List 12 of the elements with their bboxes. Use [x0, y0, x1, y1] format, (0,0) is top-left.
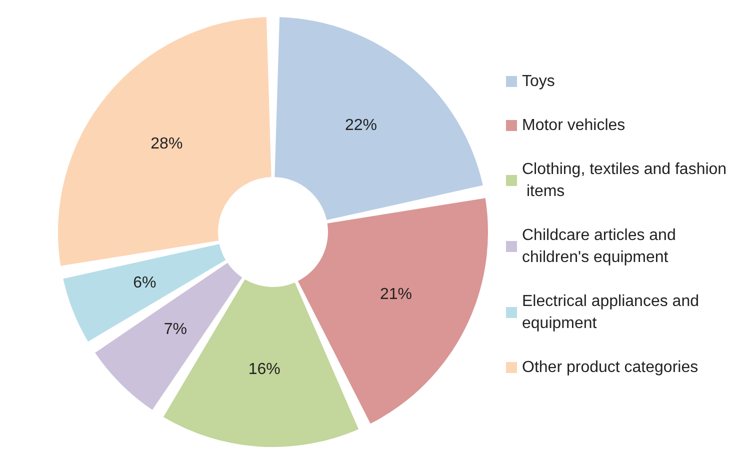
data-label: 6% [133, 274, 156, 292]
data-label: 7% [164, 321, 187, 338]
legend-label: Other product categories [522, 359, 698, 376]
legend-label: Electrical appliances and equipment [522, 293, 704, 332]
data-label: 28% [150, 136, 183, 153]
legend-label: Toys [522, 73, 555, 90]
data-label: 16% [248, 361, 280, 378]
legend-label: Clothing, textiles and fashion items [522, 161, 727, 200]
legend-label: Motor vehicles [522, 117, 626, 134]
legend-label: Childcare articles and children's equipment [522, 227, 680, 266]
data-label: 21% [380, 286, 412, 304]
data-label: 22% [344, 117, 377, 134]
